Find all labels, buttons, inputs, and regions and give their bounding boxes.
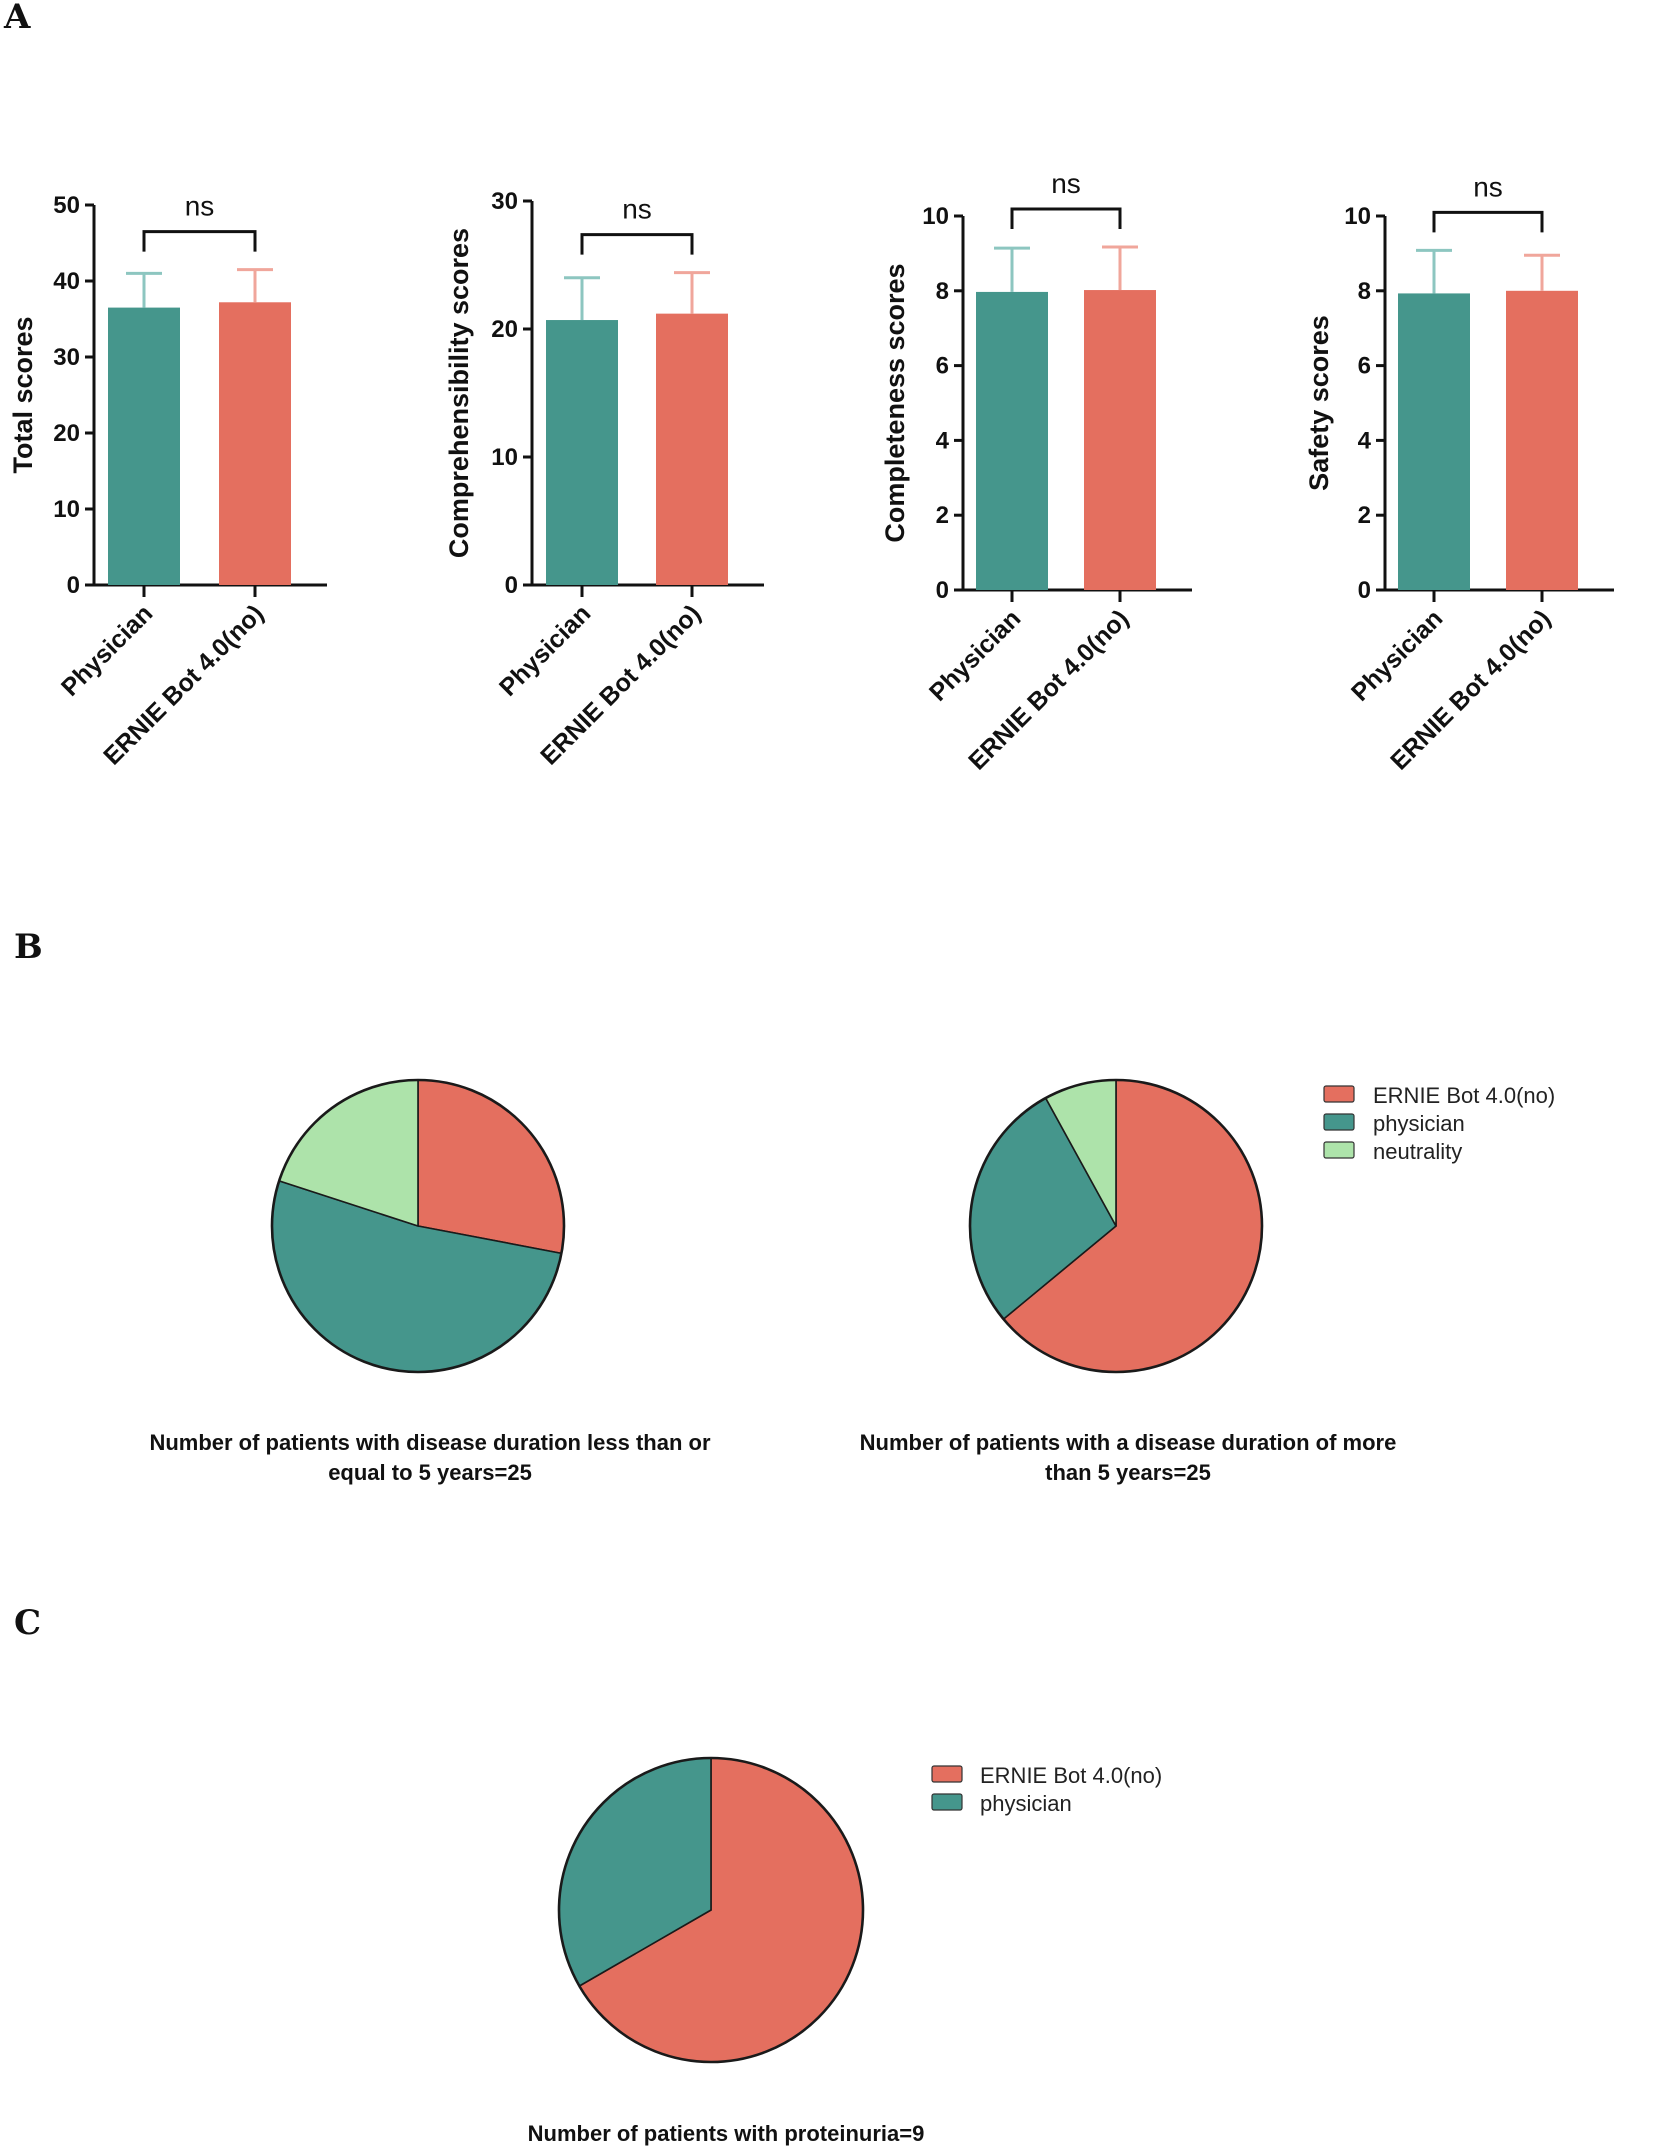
- significance-bracket: [1432, 210, 1544, 233]
- y-tick-label: 10: [53, 496, 80, 523]
- pie-caption-line: Number of patients with proteinuria=9: [528, 2121, 925, 2146]
- y-tick-label: 10: [491, 444, 518, 471]
- significance-label: ns: [622, 194, 652, 225]
- y-tick-label: 6: [936, 353, 949, 380]
- y-tick-label: 0: [505, 572, 518, 599]
- y-tick-label: 6: [1358, 353, 1371, 380]
- category-label-physician: Physician: [1346, 604, 1448, 706]
- pie-caption-line: Number of patients with disease duration…: [149, 1430, 711, 1455]
- y-axis-title: Comprehensibility scores: [444, 228, 474, 558]
- significance-bracket: [580, 233, 694, 255]
- y-tick-label: 50: [53, 192, 80, 219]
- pie-outline: [270, 1078, 566, 1374]
- y-tick-label: 4: [1358, 427, 1372, 454]
- y-tick-label: 20: [53, 420, 80, 447]
- pie-chart-duration-le-5-years: Number of patients with disease duration…: [149, 1078, 711, 1485]
- significance-bracket: [1010, 207, 1122, 230]
- y-tick-label: 4: [936, 427, 950, 454]
- significance-label: ns: [1051, 168, 1081, 199]
- legend-b-swatch-ernie: [1323, 1085, 1355, 1103]
- pie-outline: [557, 1756, 865, 2064]
- pie-chart-proteinuria: Number of patients with proteinuria=9: [528, 1756, 925, 2146]
- bar-ernie-bot-4-0-no: [1506, 290, 1578, 590]
- legend-b-swatch-neutrality: [1323, 1141, 1355, 1159]
- panel-letter-b: B: [14, 927, 43, 967]
- y-tick-label: 0: [1358, 577, 1371, 604]
- y-tick-label: 10: [1344, 203, 1371, 230]
- y-tick-label: 0: [67, 572, 80, 599]
- legend-b-swatch-physician: [1323, 1113, 1355, 1131]
- pie-caption-line: equal to 5 years=25: [328, 1460, 532, 1485]
- significance-label: ns: [1473, 171, 1503, 202]
- legend-c-swatch-physician: [931, 1793, 963, 1811]
- panel-letter-c: C: [14, 1603, 41, 1643]
- y-tick-label: 2: [936, 502, 949, 529]
- category-label-physician: Physician: [494, 599, 596, 701]
- significance-label: ns: [185, 191, 215, 222]
- legend-b-label-physician: physician: [1373, 1111, 1465, 1136]
- significance-bracket: [142, 230, 257, 252]
- legend-c: ERNIE Bot 4.0(no) physician: [931, 1763, 1162, 1816]
- legend-c-label-physician: physician: [980, 1791, 1072, 1816]
- bar-ernie-bot-4-0-no: [656, 313, 728, 585]
- y-tick-label: 40: [53, 268, 80, 295]
- legend-b: ERNIE Bot 4.0(no) physician neutrality: [1323, 1083, 1555, 1164]
- pie-caption-line: Number of patients with a disease durati…: [860, 1430, 1397, 1455]
- y-tick-label: 30: [491, 188, 518, 215]
- bar-physician: [1398, 293, 1470, 590]
- y-tick-label: 10: [922, 203, 949, 230]
- bar-ernie-bot-4-0-no: [219, 302, 291, 585]
- y-tick-label: 8: [1358, 278, 1371, 305]
- y-axis-title: Total scores: [8, 316, 38, 473]
- legend-b-label-neutrality: neutrality: [1373, 1139, 1462, 1164]
- y-axis-title: Safety scores: [1304, 315, 1334, 491]
- y-axis-title: Completeness scores: [880, 263, 910, 542]
- bar-physician: [546, 320, 618, 585]
- y-tick-label: 30: [53, 344, 80, 371]
- y-tick-label: 8: [936, 278, 949, 305]
- pie-outline: [968, 1078, 1264, 1374]
- category-label-physician: Physician: [924, 604, 1026, 706]
- bar-ernie-bot-4-0-no: [1084, 290, 1156, 590]
- legend-c-label-ernie: ERNIE Bot 4.0(no): [980, 1763, 1162, 1788]
- pie-slice-ernie-bot-4-0-no: [417, 1079, 565, 1255]
- legend-b-label-ernie: ERNIE Bot 4.0(no): [1373, 1083, 1555, 1108]
- bar-physician: [976, 291, 1048, 590]
- y-tick-label: 2: [1358, 502, 1371, 529]
- legend-c-swatch-ernie: [931, 1765, 963, 1783]
- pie-caption-line: than 5 years=25: [1045, 1460, 1211, 1485]
- y-tick-label: 0: [936, 577, 949, 604]
- bar-physician: [108, 307, 180, 585]
- panel-letter-a: A: [3, 0, 31, 37]
- category-label-physician: Physician: [56, 599, 158, 701]
- pie-chart-duration-gt-5-years: Number of patients with a disease durati…: [860, 1078, 1397, 1485]
- y-tick-label: 20: [491, 316, 518, 343]
